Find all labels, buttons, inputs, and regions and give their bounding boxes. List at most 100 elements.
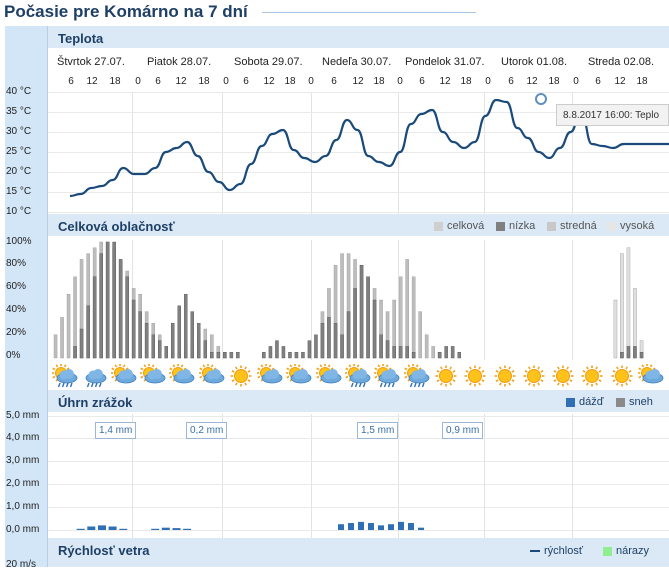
precipitation-ytick: 3,0 mm: [6, 455, 40, 466]
rain-bar: [151, 528, 160, 530]
legend-cloud-low[interactable]: nízka: [496, 220, 535, 232]
legend-swatch: [616, 397, 625, 407]
hour-tick-label: 18: [198, 76, 210, 87]
day-label: Pondelok 31.07.: [405, 56, 485, 68]
cloud-bar-nízka: [633, 346, 637, 359]
cloud-bar-stredná: [431, 346, 435, 359]
cloud-bar-nízka: [157, 340, 162, 359]
cloud-bar-nízka: [288, 351, 292, 359]
cloud-bar-nízka: [144, 322, 149, 359]
legend-cloud-total[interactable]: celková: [434, 220, 484, 232]
cloud-bar-nízka: [450, 346, 455, 359]
rain-bar: [418, 527, 424, 530]
day-gridline: [132, 414, 133, 538]
hour-tick-label: 6: [508, 76, 514, 87]
cloud-bar-nízka: [398, 346, 403, 359]
rain-bar: [161, 527, 170, 530]
cloud-bar-nízka: [236, 351, 240, 359]
temperature-section-title: Teplota: [58, 31, 104, 46]
sun-icon: [433, 364, 459, 388]
cloud-bar-nízka: [262, 351, 266, 359]
day-gridline: [398, 414, 399, 538]
precipitation-section-title: Úhrn zrážok: [58, 395, 133, 410]
precipitation-gridline: [48, 530, 669, 531]
legend-cloud-mid[interactable]: stredná: [547, 220, 597, 232]
cloud-bar-nízka: [183, 294, 188, 359]
sun-icon: [550, 364, 576, 388]
hour-tick-label: 12: [352, 76, 364, 87]
cloud-sun-icon: [110, 363, 137, 388]
temperature-ytick: 30 °C: [6, 126, 32, 137]
cloud-bar-nízka: [346, 311, 351, 359]
legend-wind-speed[interactable]: rýchlosť: [530, 545, 583, 557]
cloud-bar-nízka: [275, 340, 279, 359]
rain-bar: [348, 523, 354, 530]
cloud-sun-icon: [139, 363, 166, 388]
hour-tick-label: 18: [460, 76, 472, 87]
precipitation-chart: [76, 521, 424, 530]
day-gridline: [572, 92, 573, 214]
legend-wind-gust[interactable]: nárazy: [603, 545, 649, 557]
cloud-bar-nízka: [138, 311, 142, 359]
cloud-bar-stredná: [398, 276, 403, 359]
temperature-ytick: 40 °C: [6, 86, 32, 97]
day-label: Piatok 28.07.: [147, 56, 212, 68]
temperature-highlight-point[interactable]: [535, 93, 547, 105]
legend-snow[interactable]: sneh: [616, 396, 653, 408]
cloud-bar-nízka: [620, 351, 624, 359]
hour-tick-label: 18: [373, 76, 385, 87]
temperature-section-header: [48, 26, 669, 48]
precipitation-ytick: 2,0 mm: [6, 478, 40, 489]
legend-cloud-high[interactable]: vysoká: [607, 220, 654, 232]
cloud-bar-nízka: [125, 276, 129, 359]
cloud-bar-nízka: [340, 334, 344, 359]
hour-tick-label: 6: [331, 76, 337, 87]
cloud-sun-icon: [256, 363, 283, 388]
rain-bar: [76, 528, 85, 530]
rain-bar: [183, 528, 192, 530]
sun-cloud-icon: [285, 363, 312, 388]
legend-label: vysoká: [620, 220, 655, 232]
day-label: Štvrtok 27.07.: [57, 56, 125, 68]
page-title: Počasie pre Komárno na 7 dní: [4, 2, 248, 21]
cloud-bar-nízka: [314, 334, 318, 359]
hour-tick-label: 12: [175, 76, 187, 87]
hour-tick-label: 18: [284, 76, 296, 87]
cloud-bar-nízka: [112, 241, 116, 359]
clouds-section-header: [48, 214, 669, 236]
cloud-bar-nízka: [457, 351, 462, 359]
cloud-bar-stredná: [53, 334, 58, 359]
cloud-bar-vysoká: [620, 253, 624, 359]
precipitation-gridline: [48, 416, 669, 417]
legend-label: nízka: [509, 220, 536, 232]
day-label: Utorok 01.08.: [501, 56, 568, 68]
temperature-ytick: 35 °C: [6, 106, 32, 117]
hour-tick-label: 6: [68, 76, 74, 87]
cloud-bar-nízka: [359, 265, 364, 359]
sun-icon: [228, 364, 254, 388]
legend-swatch: [603, 546, 612, 556]
cloud-bar-nízka: [320, 322, 325, 359]
precip-total-label: 0,2 mm: [186, 422, 228, 439]
precip-total-label: 1,4 mm: [95, 422, 137, 439]
cloud-bar-nízka: [379, 334, 383, 359]
cloud-bar-vysoká: [626, 247, 631, 359]
hour-tick-label: 18: [109, 76, 121, 87]
precipitation-ytick: 0,0 mm: [6, 524, 40, 535]
cloud-ytick: 0%: [6, 350, 21, 361]
day-gridline: [572, 414, 573, 538]
cloud-ytick: 100%: [6, 236, 32, 247]
day-gridline: [311, 92, 312, 214]
legend-rain[interactable]: dážď: [566, 396, 604, 408]
temperature-ytick: 25 °C: [6, 146, 32, 157]
cloud-bar-nízka: [223, 351, 227, 359]
cloud-bar-nízka: [327, 317, 331, 359]
legend-swatch: [566, 397, 575, 407]
hour-tick-label: 6: [155, 76, 161, 87]
cloud-bar-nízka: [294, 351, 299, 359]
sun-icon: [579, 364, 605, 388]
cloud-bar-nízka: [385, 340, 390, 359]
cloud-bar-nízka: [268, 346, 273, 359]
hour-tick-label: 6: [419, 76, 425, 87]
legend-swatch: [434, 221, 443, 231]
